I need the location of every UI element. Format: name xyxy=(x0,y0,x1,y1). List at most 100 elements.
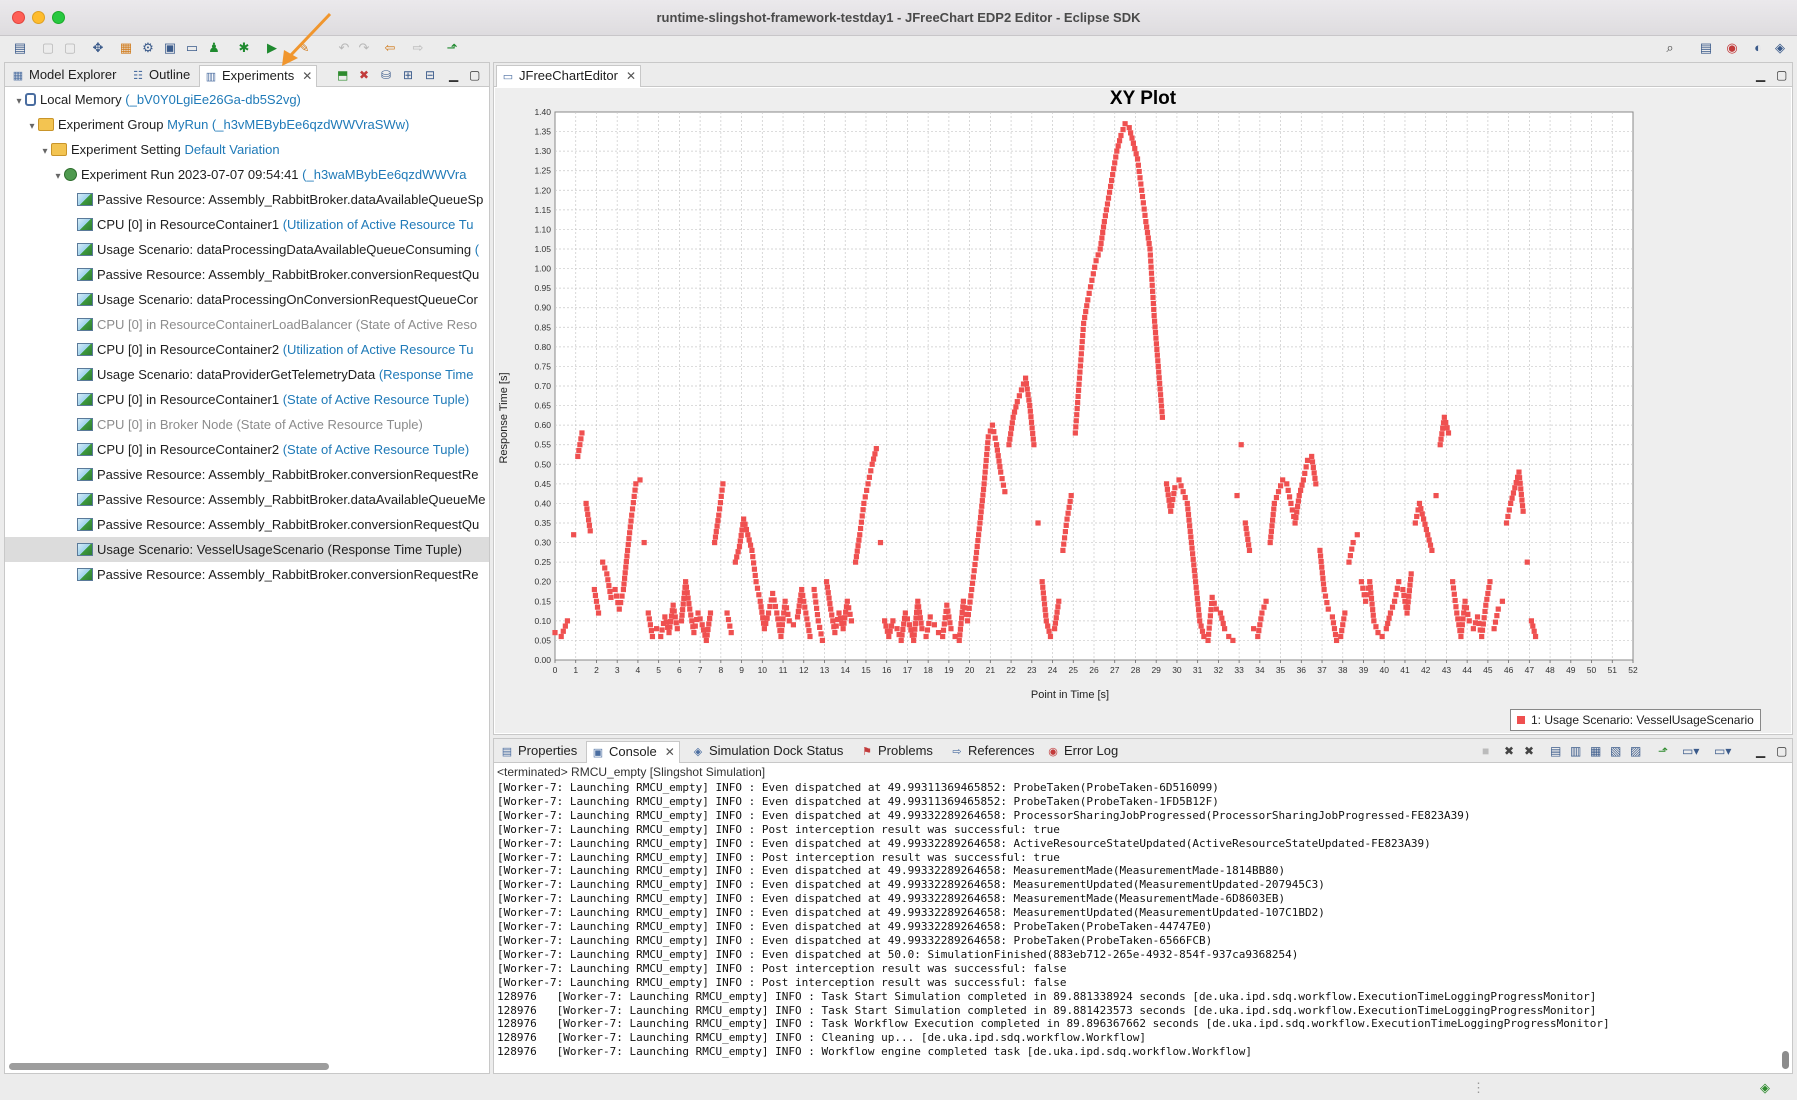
xy-plot[interactable]: 0.00 0.05 0.10 0.15 0.20 0.25 0.30 0.35 0.40 0.45… xyxy=(495,88,1793,678)
minimize-icon[interactable]: ▁ xyxy=(1756,744,1766,758)
grid-icon[interactable]: ▦ xyxy=(119,40,133,55)
tab-references[interactable]: ⇨ References xyxy=(946,741,1038,763)
box-icon[interactable]: ▭ xyxy=(185,40,199,55)
minimize-window-button[interactable] xyxy=(32,11,45,24)
tree-item[interactable]: ▾ Local Memory (_bV0Y0LgiEe26Ga-db5S2vg) xyxy=(5,88,489,112)
tree-item[interactable]: Passive Resource: Assembly_RabbitBroker.… xyxy=(5,262,489,287)
wand-icon[interactable]: ✎ xyxy=(298,40,310,55)
chart-area[interactable]: XY Plot Response Time [s] 0.00 0.05 0.10 0.… xyxy=(495,88,1791,733)
tab-problems[interactable]: ⚑ Problems xyxy=(856,741,937,763)
tree-item[interactable]: Usage Scenario: dataProcessingOnConversi… xyxy=(5,287,489,312)
tab-jfreechart-editor[interactable]: ▭ JFreeChartEditor ✕ xyxy=(496,65,642,87)
console-output[interactable]: [Worker-7: Launching RMCU_empty] INFO : … xyxy=(497,781,1778,1067)
tab-model-explorer[interactable]: ▦ Model Explorer xyxy=(7,65,120,87)
word-wrap-icon[interactable]: ▦ xyxy=(1590,744,1602,758)
delete-icon[interactable]: ✖ xyxy=(359,68,370,82)
maximize-icon[interactable]: ▢ xyxy=(469,68,481,82)
remove-launch-icon[interactable]: ✖ xyxy=(1504,744,1515,758)
java-perspective-icon[interactable]: ◈ xyxy=(1775,40,1785,55)
forward-icon[interactable]: ⇨ xyxy=(412,40,424,55)
expand-all-icon[interactable]: ⊞ xyxy=(403,68,414,82)
chart-icon xyxy=(77,568,93,582)
tree-item[interactable]: CPU [0] in ResourceContainerLoadBalancer… xyxy=(5,312,489,337)
tab-outline[interactable]: ☷ Outline xyxy=(127,65,194,87)
new-icon[interactable]: ▤ xyxy=(13,40,27,55)
data-point xyxy=(1190,551,1196,557)
gear-icon[interactable]: ⚙ xyxy=(142,40,154,55)
perspective-icon[interactable]: ▤ xyxy=(1699,40,1713,55)
data-point xyxy=(979,498,985,504)
tab-experiments[interactable]: ▥ Experiments ✕ xyxy=(199,65,318,87)
terminate-icon[interactable]: ■ xyxy=(1482,744,1490,758)
tree-item[interactable]: ▾ Experiment Run 2023-07-07 09:54:41 (_h3… xyxy=(5,162,489,187)
show-on-stdout-icon[interactable]: ▧ xyxy=(1610,744,1622,758)
scroll-lock-icon[interactable]: ▥ xyxy=(1570,744,1582,758)
save-icon[interactable]: ▢ xyxy=(41,40,55,55)
close-icon[interactable]: ✕ xyxy=(625,69,637,83)
data-point xyxy=(1180,489,1186,495)
tree-item[interactable]: Passive Resource: Assembly_RabbitBroker.… xyxy=(5,487,489,512)
tree-item[interactable]: Usage Scenario: dataProviderGetTelemetry… xyxy=(5,362,489,387)
component-icon[interactable]: ▣ xyxy=(163,40,177,55)
import-icon[interactable]: ⬒ xyxy=(337,68,349,82)
data-point xyxy=(1273,494,1280,501)
tree-item[interactable]: CPU [0] in ResourceContainer2 (Utilizati… xyxy=(5,337,489,362)
open-console-icon[interactable]: ▭▾ xyxy=(1714,744,1732,758)
undo-icon[interactable]: ↶ xyxy=(338,40,350,55)
tree-item[interactable]: CPU [0] in Broker Node (State of Active … xyxy=(5,412,489,437)
expand-arrow-icon[interactable]: ▾ xyxy=(16,96,22,107)
database-icon[interactable]: ⛁ xyxy=(381,68,392,82)
move-icon[interactable]: ✥ xyxy=(92,40,104,55)
tab-console[interactable]: ▣ Console ✕ xyxy=(586,741,680,763)
collapse-all-icon[interactable]: ⊟ xyxy=(425,68,436,82)
zoom-window-button[interactable] xyxy=(52,11,65,24)
minimize-icon[interactable]: ▁ xyxy=(1756,68,1766,82)
tab-properties[interactable]: ▤ Properties xyxy=(496,741,581,763)
tree-item[interactable]: Passive Resource: Assembly_RabbitBroker.… xyxy=(5,187,489,212)
person-icon[interactable]: ♟ xyxy=(208,40,220,55)
plugin-perspective-icon[interactable]: ◐ xyxy=(1754,40,1762,55)
tree-item[interactable]: CPU [0] in ResourceContainer1 (Utilizati… xyxy=(5,212,489,237)
display-console-icon[interactable]: ▭▾ xyxy=(1682,744,1700,758)
horizontal-scrollbar[interactable] xyxy=(9,1063,329,1070)
open-perspective-icon[interactable]: ⬏ xyxy=(446,40,458,55)
tree-item[interactable]: ▾ Experiment Setting Default Variation xyxy=(5,137,489,162)
palladio-perspective-icon[interactable]: ◉ xyxy=(1726,40,1738,55)
tree-item[interactable]: Passive Resource: Assembly_RabbitBroker.… xyxy=(5,512,489,537)
vertical-scrollbar[interactable] xyxy=(1782,1051,1789,1069)
clear-console-icon[interactable]: ▤ xyxy=(1550,744,1562,758)
data-point xyxy=(687,606,693,612)
data-point xyxy=(1412,520,1418,526)
tree-item[interactable]: Passive Resource: Assembly_RabbitBroker.… xyxy=(5,562,489,587)
close-icon[interactable]: ✕ xyxy=(664,745,675,759)
data-point xyxy=(1195,607,1202,613)
data-point xyxy=(1113,154,1119,160)
debug-icon[interactable]: ✱ xyxy=(238,40,250,55)
run-icon[interactable]: ▶ xyxy=(267,40,277,55)
show-on-stderr-icon[interactable]: ▨ xyxy=(1630,744,1642,758)
minimize-icon[interactable]: ▁ xyxy=(449,68,459,82)
tree-item[interactable]: CPU [0] in ResourceContainer1 (State of … xyxy=(5,387,489,412)
maximize-icon[interactable]: ▢ xyxy=(1776,744,1788,758)
tree-item[interactable]: Usage Scenario: dataProcessingDataAvaila… xyxy=(5,237,489,262)
expand-arrow-icon[interactable]: ▾ xyxy=(42,146,48,157)
redo-icon[interactable]: ↷ xyxy=(358,40,370,55)
tab-error-log[interactable]: ◉ Error Log xyxy=(1042,741,1122,763)
back-icon[interactable]: ⇦ xyxy=(384,40,396,55)
close-icon[interactable]: ✕ xyxy=(302,69,313,83)
expand-arrow-icon[interactable]: ▾ xyxy=(29,121,35,132)
tree-item[interactable]: ▾ Experiment Group MyRun (_h3vMEBybEe6qzd… xyxy=(5,112,489,137)
close-window-button[interactable] xyxy=(12,11,25,24)
save-all-icon[interactable]: ▢ xyxy=(63,40,77,55)
pin-console-icon[interactable]: ⬏ xyxy=(1658,744,1669,758)
expand-arrow-icon[interactable]: ▾ xyxy=(55,171,61,182)
tree-item[interactable]: Usage Scenario: VesselUsageScenario (Res… xyxy=(5,537,489,562)
tree-item[interactable]: CPU [0] in ResourceContainer2 (State of … xyxy=(5,437,489,462)
search-icon[interactable]: ⌕ xyxy=(1666,40,1674,55)
tree-item[interactable]: Passive Resource: Assembly_RabbitBroker.… xyxy=(5,462,489,487)
remove-all-icon[interactable]: ✖ xyxy=(1524,744,1535,758)
maximize-icon[interactable]: ▢ xyxy=(1776,68,1788,82)
data-point xyxy=(1172,485,1178,491)
data-point xyxy=(982,475,988,481)
tab-simulation-dock-status[interactable]: ◈ Simulation Dock Status xyxy=(687,741,847,763)
